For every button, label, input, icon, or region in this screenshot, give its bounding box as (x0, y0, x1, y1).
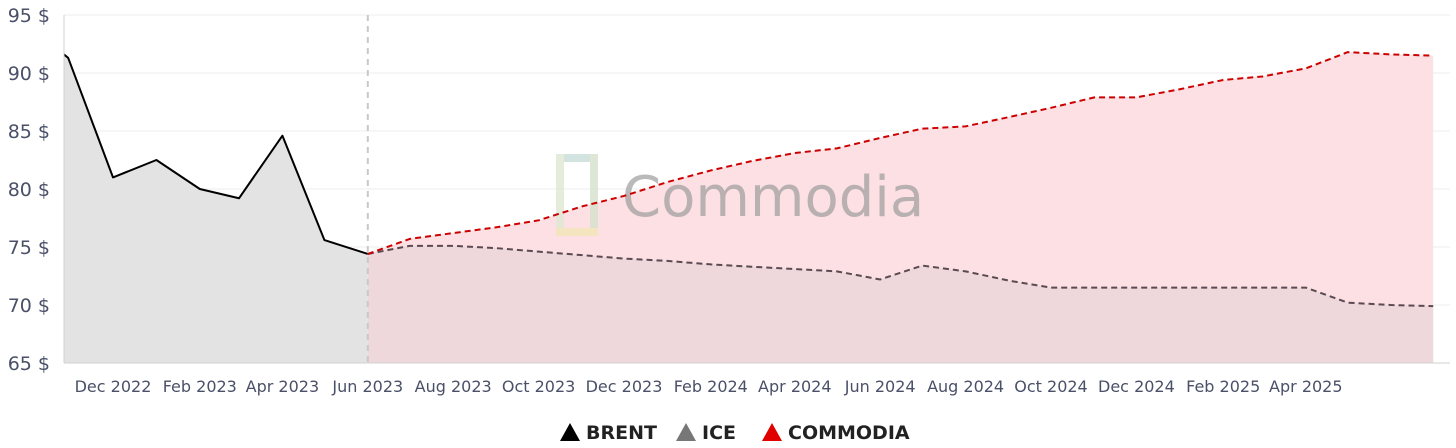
series-lines (63, 51, 1434, 308)
triangle-icon (762, 423, 782, 441)
y-tick-label: 80 $ (8, 179, 50, 201)
area-brent (64, 54, 368, 363)
y-tick-label: 65 $ (8, 353, 50, 375)
x-tick-label: Dec 2022 (75, 377, 152, 396)
legend-item-ice: ICE (676, 422, 736, 444)
y-tick-label: 95 $ (8, 5, 50, 27)
line-brent (63, 53, 369, 255)
triangle-icon (560, 423, 580, 441)
line-commodia (367, 51, 1434, 255)
x-tick-label: Jun 2023 (331, 377, 403, 396)
legend-label: ICE (702, 422, 736, 444)
y-tick-label: 70 $ (8, 295, 50, 317)
x-tick-label: Apr 2024 (758, 377, 831, 396)
series-areas (64, 52, 1434, 364)
y-tick-label: 90 $ (8, 63, 50, 85)
watermark-text: Commodia (622, 165, 924, 230)
legend-item-brent: BRENT (560, 422, 657, 444)
x-tick-label: Dec 2023 (586, 377, 663, 396)
x-tick-label: Dec 2024 (1098, 377, 1175, 396)
watermark: Commodia (556, 154, 924, 236)
x-tick-label: Oct 2024 (1014, 377, 1087, 396)
legend-label: BRENT (586, 422, 657, 444)
x-tick-label: Oct 2023 (502, 377, 575, 396)
x-tick-label: Feb 2025 (1186, 377, 1260, 396)
axes: 65 $ 70 $ 75 $ 80 $ 85 $ 90 $ 95 $ Dec 2022 Feb … (8, 5, 1450, 396)
legend: BRENT ICE COMMODIA (560, 422, 910, 444)
x-tick-label: Jun 2024 (844, 377, 916, 396)
area-ice (367, 245, 1434, 363)
legend-item-commodia: COMMODIA (762, 422, 910, 444)
legend-label: COMMODIA (788, 422, 910, 444)
line-ice (367, 244, 1434, 308)
x-tick-label: Aug 2023 (415, 377, 492, 396)
x-tick-label: Aug 2024 (927, 377, 1004, 396)
commodia-logo-icon (556, 154, 598, 236)
x-tick-label: Feb 2023 (163, 377, 237, 396)
x-tick-label: Apr 2025 (1269, 377, 1342, 396)
y-tick-label: 75 $ (8, 237, 50, 259)
x-tick-label: Feb 2024 (674, 377, 748, 396)
x-tick-label: Apr 2023 (246, 377, 319, 396)
y-tick-label: 85 $ (8, 121, 50, 143)
triangle-icon (676, 423, 696, 441)
